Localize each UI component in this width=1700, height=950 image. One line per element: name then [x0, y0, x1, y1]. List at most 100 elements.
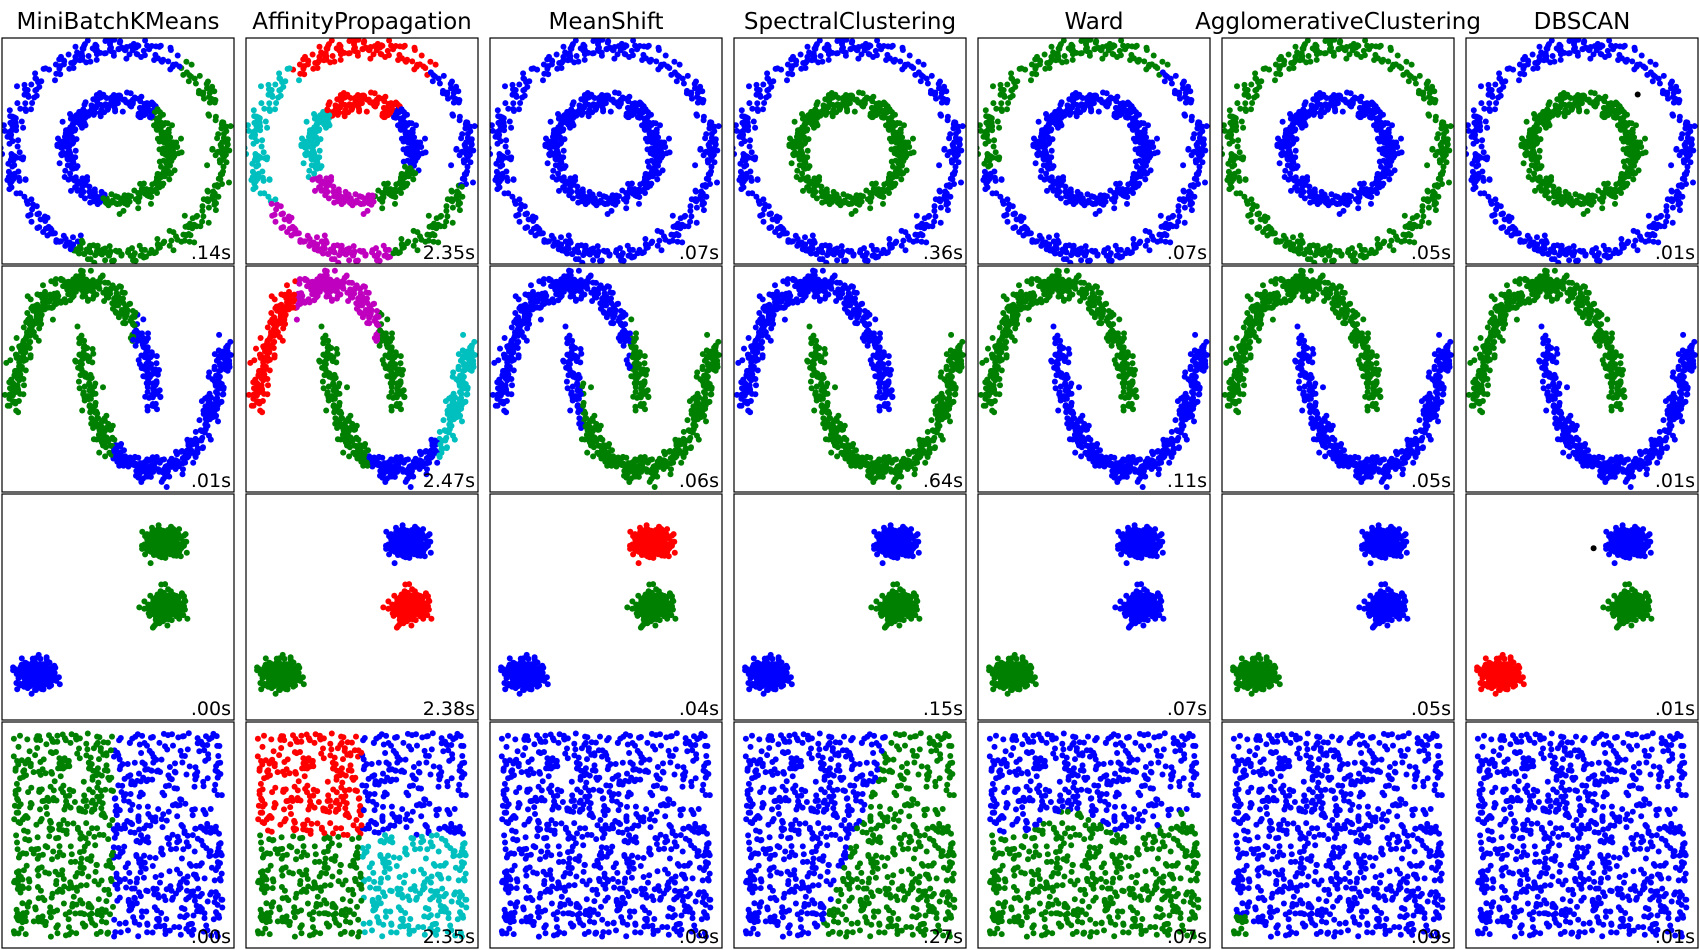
data-point	[642, 126, 648, 133]
data-point	[379, 205, 386, 212]
data-point	[516, 106, 522, 113]
data-point	[937, 188, 943, 195]
data-point	[1249, 100, 1256, 106]
data-point	[1048, 53, 1055, 60]
data-point	[984, 184, 991, 191]
runtime-label: .14s	[191, 242, 231, 264]
data-point	[411, 66, 418, 73]
data-point	[655, 66, 662, 73]
data-point	[313, 140, 320, 147]
data-point	[1124, 101, 1131, 108]
data-point	[1159, 69, 1166, 76]
data-point	[397, 115, 404, 122]
data-point	[919, 220, 925, 227]
data-point	[199, 207, 206, 214]
data-point	[593, 103, 600, 110]
data-point	[316, 147, 323, 154]
data-point	[867, 205, 874, 212]
data-point	[200, 213, 207, 220]
data-point	[955, 159, 962, 166]
data-point	[841, 258, 847, 264]
data-point	[872, 47, 879, 54]
data-point	[913, 212, 920, 219]
data-point	[151, 122, 157, 129]
data-point	[365, 46, 372, 53]
data-point	[1012, 224, 1019, 231]
data-point	[661, 233, 667, 240]
data-point	[400, 146, 407, 153]
data-point	[269, 92, 276, 99]
data-point	[497, 122, 504, 129]
data-point	[1053, 245, 1060, 252]
data-point	[1134, 119, 1141, 126]
data-point	[1411, 75, 1418, 82]
data-point	[127, 90, 134, 97]
data-point	[69, 140, 76, 147]
data-point	[410, 176, 417, 183]
data-point	[1004, 81, 1011, 88]
data-point	[700, 207, 707, 214]
data-point	[528, 65, 535, 72]
data-point	[1097, 192, 1104, 199]
data-point	[1181, 78, 1187, 85]
data-point	[1132, 244, 1139, 251]
data-point	[902, 154, 909, 161]
data-point	[1034, 151, 1041, 158]
data-point	[1142, 176, 1149, 183]
data-point	[374, 40, 381, 47]
data-point	[281, 216, 288, 223]
data-point	[1134, 163, 1140, 170]
data-point	[419, 150, 426, 157]
data-point	[118, 252, 125, 259]
data-point	[220, 119, 227, 126]
data-point	[413, 122, 419, 129]
data-point	[932, 213, 939, 220]
data-point	[87, 189, 94, 196]
data-point	[1056, 107, 1063, 114]
data-point	[313, 121, 320, 128]
data-point	[617, 99, 624, 106]
data-point	[66, 65, 73, 72]
data-point	[280, 83, 287, 90]
data-point	[1234, 100, 1241, 107]
data-point	[398, 236, 405, 242]
data-point	[867, 95, 874, 102]
data-point	[799, 111, 805, 117]
data-point	[70, 59, 77, 66]
data-point	[583, 92, 590, 99]
data-point	[569, 195, 576, 202]
data-point	[1088, 106, 1095, 113]
data-point	[655, 47, 662, 53]
data-point	[525, 216, 532, 223]
data-point	[134, 51, 141, 58]
data-point	[737, 129, 744, 136]
data-point	[69, 121, 76, 128]
data-point	[1380, 240, 1387, 247]
data-point	[856, 197, 862, 203]
data-point	[563, 119, 570, 126]
data-point	[1234, 143, 1241, 150]
data-point	[173, 233, 179, 240]
subplot-panel: .07s	[977, 37, 1211, 265]
data-point	[48, 226, 55, 233]
data-point	[876, 42, 883, 49]
data-point	[1322, 257, 1329, 264]
data-point	[1124, 43, 1131, 49]
data-point	[384, 180, 391, 187]
data-point	[72, 147, 79, 154]
data-point	[28, 106, 34, 113]
data-point	[105, 103, 112, 110]
data-point	[276, 87, 283, 94]
data-point	[40, 65, 47, 72]
data-point	[798, 147, 804, 154]
data-point	[220, 163, 227, 170]
data-point	[794, 242, 801, 249]
data-point	[93, 56, 100, 63]
data-point	[8, 184, 15, 191]
data-point	[1405, 78, 1412, 85]
data-point	[72, 53, 79, 60]
data-point	[64, 155, 71, 162]
data-point	[227, 123, 234, 130]
data-point	[223, 159, 230, 166]
data-point	[516, 196, 523, 203]
